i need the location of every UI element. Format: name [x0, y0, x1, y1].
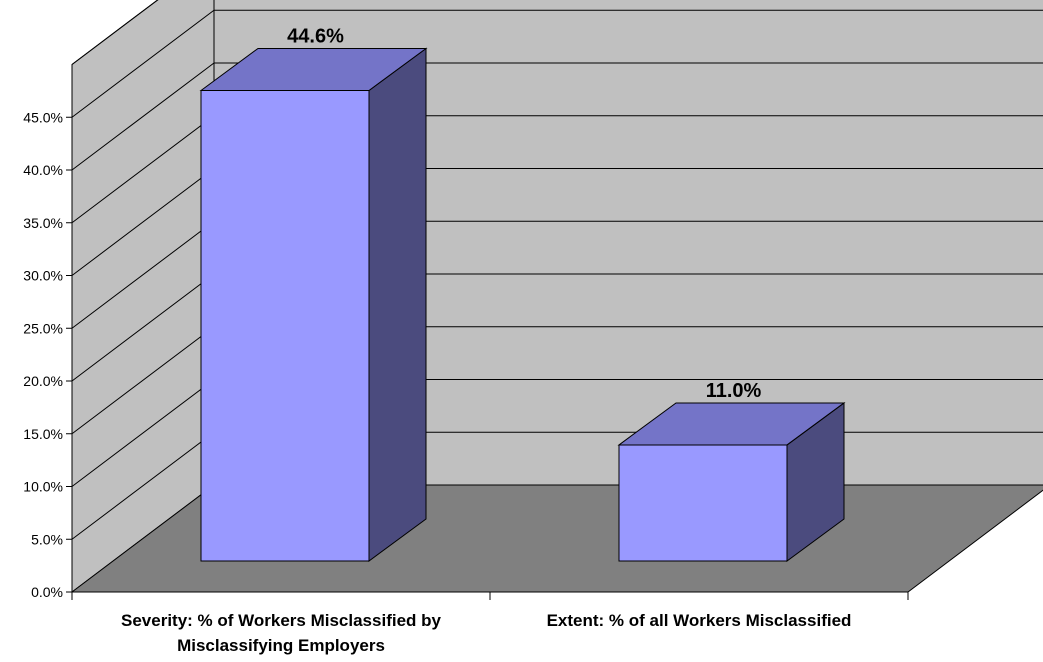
y-tick-label: 15.0%: [23, 426, 63, 442]
y-tick-label: 40.0%: [23, 162, 63, 178]
category-label: Severity: % of Workers Misclassified by: [121, 611, 442, 630]
y-tick-label: 35.0%: [23, 215, 63, 231]
y-tick-label: 0.0%: [31, 584, 63, 600]
x-axis: [71, 591, 909, 600]
y-axis: 0.0% 5.0% 10.0% 15.0% 20.0% 25.0% 30.0% 35.0% 40…: [23, 64, 73, 600]
data-label: 11.0%: [706, 380, 762, 402]
gridline: [71, 0, 159, 65]
y-tick-label: 25.0%: [23, 320, 63, 336]
category-labels: Severity: % of Workers Misclassified by M…: [121, 611, 851, 655]
y-tick-label: 10.0%: [23, 479, 63, 495]
y-tick-label: 5.0%: [31, 531, 63, 547]
gridline: [71, 62, 1043, 171]
data-labels: 44.6% 11.0%: [287, 25, 761, 401]
category-label: Misclassifying Employers: [177, 636, 385, 655]
data-label: 44.6%: [287, 25, 344, 47]
gridline: [71, 9, 1043, 118]
y-tick-label: 30.0%: [23, 268, 63, 284]
y-tick-label: 20.0%: [23, 373, 63, 389]
bar: [199, 47, 428, 562]
bars: [199, 47, 846, 562]
bar: [617, 401, 846, 562]
y-tick-label: 45.0%: [23, 109, 63, 125]
category-label: Extent: % of all Workers Misclassified: [547, 611, 852, 630]
